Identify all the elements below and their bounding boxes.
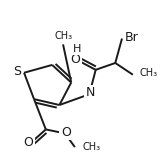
Text: H: H [73, 44, 82, 54]
Text: CH₃: CH₃ [140, 68, 158, 78]
Text: O: O [70, 53, 80, 66]
Text: N: N [85, 86, 95, 99]
Text: O: O [24, 136, 34, 149]
Text: S: S [13, 65, 21, 78]
Text: CH₃: CH₃ [55, 31, 73, 41]
Text: O: O [61, 126, 71, 139]
Text: Br: Br [125, 31, 138, 44]
Text: CH₃: CH₃ [82, 142, 100, 152]
